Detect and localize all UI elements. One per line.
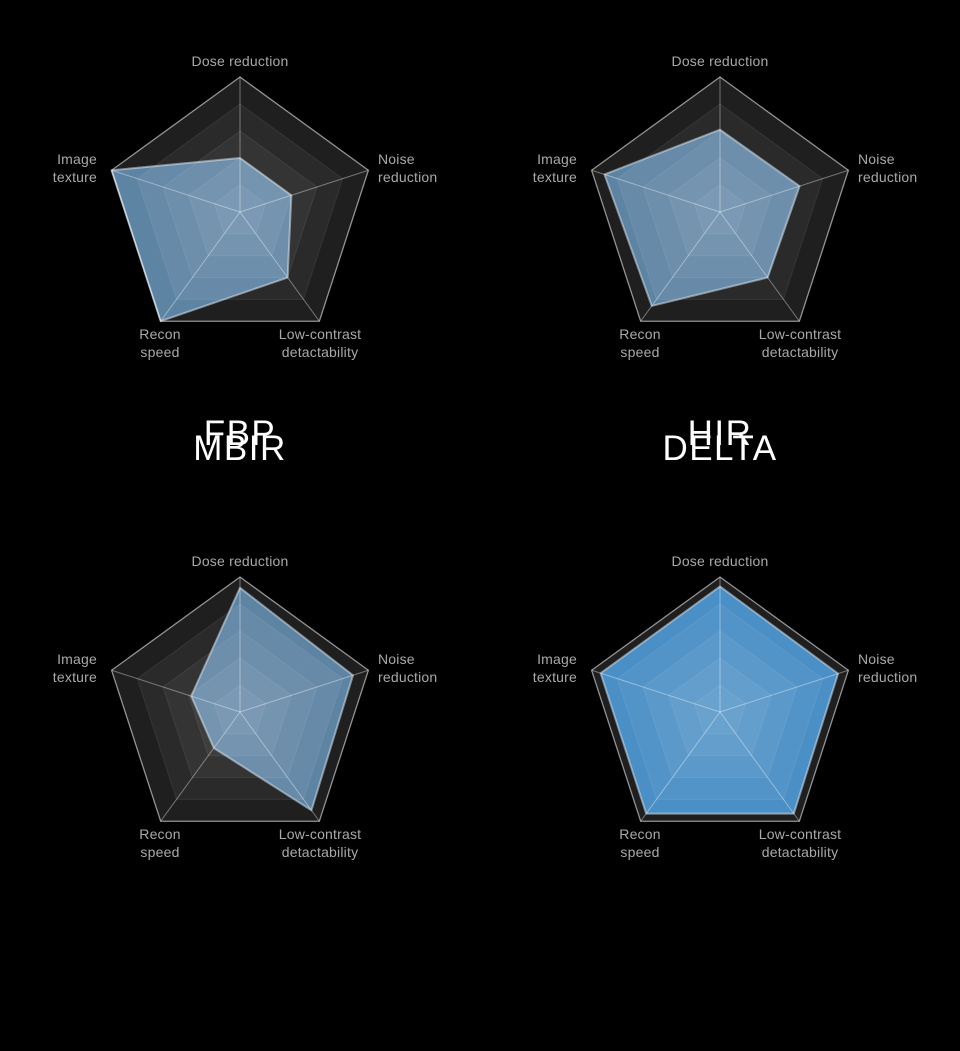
axis-label-image-texture: Image texture <box>52 151 97 185</box>
axis-label-image-texture: Image texture <box>52 651 97 685</box>
radar-outer-outline <box>590 576 850 822</box>
axis-label-noise-reduction: Noise reduction <box>378 151 438 185</box>
radar-data-polygon <box>599 585 840 815</box>
radar-ring <box>188 157 292 257</box>
radar-outer-outline <box>110 576 370 822</box>
radar-spoke <box>591 669 721 713</box>
radar-ring <box>668 157 772 257</box>
axis-label-recon-speed: Recon speed <box>139 326 181 360</box>
radar-outer-outline <box>110 76 370 322</box>
axis-label-low-contrast-detactability: Low-contrast detactability <box>278 826 362 860</box>
radar-data-polygon <box>603 128 801 307</box>
radar-chart-fbp <box>110 76 370 323</box>
radar-ring <box>616 603 824 800</box>
radar-ring <box>668 657 772 757</box>
radar-spoke <box>719 211 800 322</box>
radar-spoke <box>719 169 849 213</box>
radar-ring <box>136 603 344 800</box>
radar-ring <box>213 684 267 735</box>
axis-label-dose-reduction: Dose reduction <box>191 53 289 69</box>
radar-data-polygon <box>110 157 293 323</box>
radar-ring <box>162 630 318 779</box>
radar-spoke <box>239 711 320 822</box>
radar-spoke <box>719 669 849 713</box>
chart-cell-mbir: Dose reduction Noise reduction Image textu… <box>0 429 480 1051</box>
chart-cell-delta: Dose reduction Noise reduction Image textu… <box>480 429 960 1051</box>
radar-ring <box>616 103 824 300</box>
radar-ring <box>642 630 798 779</box>
radar-ring <box>693 684 747 735</box>
radar-chart-delta <box>590 576 850 822</box>
radar-spoke <box>239 211 320 322</box>
chart-title-delta: DELTA <box>662 429 778 468</box>
radar-spoke <box>719 711 800 822</box>
radar-ring <box>136 103 344 300</box>
radar-ring <box>213 184 267 235</box>
chart-cell-fbp: Dose reduction Noise reduction Image textu… <box>0 0 480 500</box>
axis-label-noise-reduction: Noise reduction <box>858 651 918 685</box>
axis-label-image-texture: Image texture <box>532 651 577 685</box>
radar-spoke <box>640 211 721 322</box>
axis-label-low-contrast-detactability: Low-contrast detactability <box>758 826 842 860</box>
axis-label-recon-speed: Recon speed <box>139 826 181 860</box>
radar-chart-hir <box>590 76 850 322</box>
radar-ring <box>693 184 747 235</box>
radar-data-polygon <box>190 586 354 812</box>
axis-label-dose-reduction: Dose reduction <box>671 553 769 569</box>
radar-chart-mbir <box>110 576 370 822</box>
axis-label-noise-reduction: Noise reduction <box>858 151 918 185</box>
axis-label-low-contrast-detactability: Low-contrast detactability <box>278 326 362 360</box>
axis-label-recon-speed: Recon speed <box>619 326 661 360</box>
axis-label-low-contrast-detactability: Low-contrast detactability <box>758 326 842 360</box>
axis-label-noise-reduction: Noise reduction <box>378 651 438 685</box>
radar-ring <box>188 657 292 757</box>
chart-title-fbp: FBP <box>203 414 277 453</box>
radar-spoke <box>239 669 369 713</box>
radar-spoke <box>111 669 241 713</box>
radar-ring <box>162 130 318 279</box>
chart-title-mbir: MBIR <box>193 429 287 468</box>
radar-spoke <box>160 211 241 322</box>
radar-ring <box>642 130 798 279</box>
radar-spoke <box>239 169 369 213</box>
axis-label-image-texture: Image texture <box>532 151 577 185</box>
axis-label-recon-speed: Recon speed <box>619 826 661 860</box>
radar-spoke <box>591 169 721 213</box>
chart-title-hir: HIR <box>687 414 753 453</box>
axis-label-dose-reduction: Dose reduction <box>671 53 769 69</box>
radar-outer-outline <box>590 76 850 322</box>
chart-cell-hir: Dose reduction Noise reduction Image textu… <box>480 0 960 500</box>
radar-spoke <box>111 169 241 213</box>
radar-spoke <box>640 711 721 822</box>
axis-label-dose-reduction: Dose reduction <box>191 553 289 569</box>
radar-spoke <box>160 711 241 822</box>
